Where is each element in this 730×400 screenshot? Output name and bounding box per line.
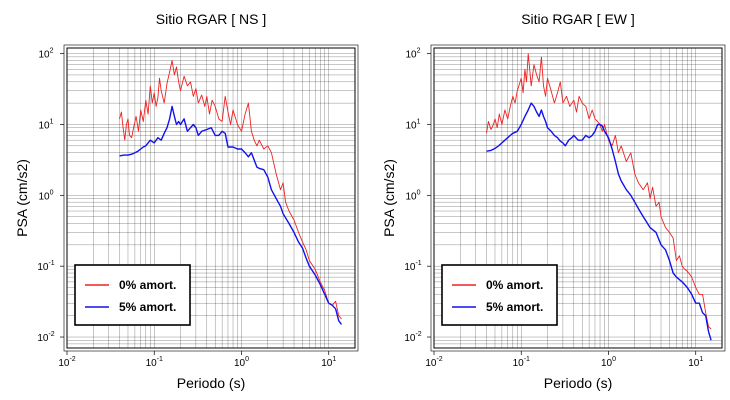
y-tick-label: 10-1 [404, 260, 421, 273]
tick-exponent: 2 [50, 48, 54, 55]
tick-exponent: -1 [415, 260, 421, 267]
tick-exponent: 0 [50, 189, 54, 196]
tick-exponent: -2 [69, 356, 75, 363]
ticks [427, 53, 697, 355]
tick-base: 10 [38, 191, 50, 202]
x-tick-label: 10-1 [513, 356, 530, 369]
y-tick-label: 100 [38, 189, 53, 202]
tick-base: 10 [405, 50, 417, 61]
series-line-5-amort [486, 102, 712, 341]
legend-label: 0% amort. [119, 278, 176, 292]
chart-title: Sitio RGAR [ EW ] [521, 11, 635, 27]
plot-frame [66, 47, 356, 349]
tick-base: 10 [425, 358, 437, 369]
tick-exponent: 1 [332, 356, 336, 363]
chart-panel-ew: Sitio RGAR [ EW ]10-2 10-1 100 10110-210-11… [381, 11, 726, 391]
tick-base: 10 [404, 333, 416, 344]
tick-exponent: 0 [612, 356, 616, 363]
x-tick-label: 10-2 [425, 356, 442, 369]
tick-base: 10 [234, 358, 246, 369]
tick-base: 10 [404, 262, 416, 273]
legend-label: 5% amort. [119, 300, 176, 314]
plot-frame-outer [63, 44, 359, 352]
y-tick-label: 101 [38, 118, 53, 131]
y-tick-label: 10-2 [404, 331, 421, 344]
tick-exponent: 2 [417, 48, 421, 55]
x-tick-label: 101 [321, 356, 336, 369]
tick-base: 10 [58, 358, 70, 369]
tick-exponent: 1 [699, 356, 703, 363]
tick-base: 10 [688, 358, 700, 369]
series-line-5-amort [119, 105, 343, 325]
grid [66, 48, 356, 349]
tick-base: 10 [601, 358, 613, 369]
grid [433, 48, 723, 349]
tick-base: 10 [37, 262, 49, 273]
tick-base: 10 [146, 358, 158, 369]
tick-base: 10 [405, 120, 417, 131]
tick-base: 10 [513, 358, 525, 369]
x-tick-label: 100 [234, 356, 249, 369]
legend: 0% amort. 5% amort. [441, 264, 558, 326]
tick-exponent: -1 [48, 260, 54, 267]
chart-title: Sitio RGAR [ NS ] [156, 11, 266, 27]
x-tick-label: 10-2 [58, 356, 75, 369]
ticks [60, 53, 330, 355]
y-tick-label: 10-2 [37, 331, 54, 344]
tick-exponent: -2 [415, 331, 421, 338]
tick-exponent: 1 [50, 118, 54, 125]
plot-frame-outer [430, 44, 726, 352]
y-axis-label: PSA (cm/s2) [381, 159, 397, 237]
tick-base: 10 [321, 358, 333, 369]
tick-exponent: 0 [417, 189, 421, 196]
y-tick-label: 102 [38, 48, 53, 61]
tick-exponent: -2 [436, 356, 442, 363]
series-line-0-amort [119, 60, 342, 320]
tick-exponent: 0 [245, 356, 249, 363]
legend-box [74, 264, 191, 326]
y-tick-label: 100 [405, 189, 420, 202]
tick-base: 10 [38, 120, 50, 131]
tick-exponent: -1 [157, 356, 163, 363]
chart-panel-ns: Sitio RGAR [ NS ]10-2 10-1 100 10110-210-11… [14, 11, 359, 391]
x-tick-label: 10-1 [146, 356, 163, 369]
tick-base: 10 [37, 333, 49, 344]
tick-base: 10 [38, 50, 50, 61]
series-line-0-amort [486, 53, 712, 330]
legend: 0% amort. 5% amort. [74, 264, 191, 326]
tick-base: 10 [405, 191, 417, 202]
y-tick-label: 10-1 [37, 260, 54, 273]
y-axis-label: PSA (cm/s2) [14, 159, 30, 237]
legend-label: 5% amort. [486, 300, 543, 314]
tick-exponent: -2 [48, 331, 54, 338]
legend-label: 0% amort. [486, 278, 543, 292]
x-axis-label: Periodo (s) [177, 375, 245, 391]
x-tick-label: 100 [601, 356, 616, 369]
tick-exponent: 1 [417, 118, 421, 125]
legend-box [441, 264, 558, 326]
x-tick-label: 101 [688, 356, 703, 369]
y-tick-label: 102 [405, 48, 420, 61]
tick-exponent: -1 [524, 356, 530, 363]
plot-frame [433, 47, 723, 349]
x-axis-label: Periodo (s) [544, 375, 612, 391]
y-tick-label: 101 [405, 118, 420, 131]
